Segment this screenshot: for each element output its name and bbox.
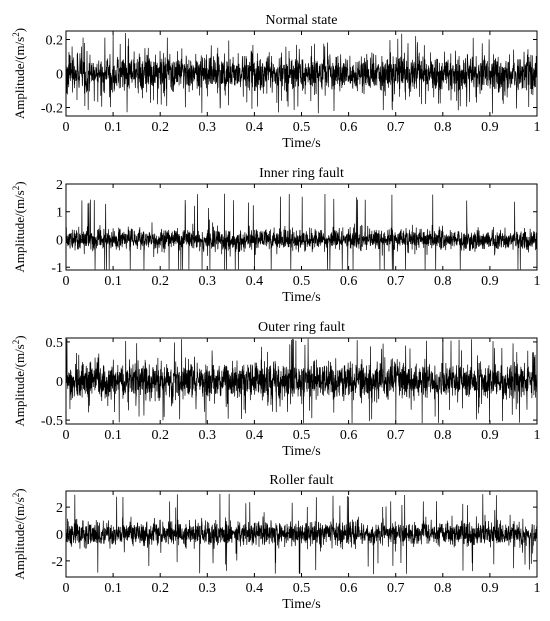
y-axis-label-close: ) (12, 335, 27, 339)
x-tick-label: 0.4 (246, 274, 264, 289)
y-axis-label-text: Amplitude/(m/s (12, 190, 27, 272)
chart-title: Inner ring fault (259, 166, 344, 181)
signal-line (65, 193, 538, 270)
x-tick-label: 0.6 (340, 274, 358, 289)
x-tick-label: 0.8 (434, 120, 452, 135)
y-tick-label: -2 (51, 555, 63, 570)
signal-line (65, 32, 538, 114)
y-axis-label: Amplitude/(m/s2) (11, 181, 27, 272)
x-axis-label: Time/s (282, 444, 320, 459)
x-tick-label: 0.2 (151, 581, 169, 596)
x-tick-label: 0.3 (199, 274, 217, 289)
x-tick-label: 0.9 (481, 274, 499, 289)
y-tick-label: 0 (56, 375, 63, 390)
x-tick-label: 0.6 (340, 120, 358, 135)
x-tick-label: 0.7 (387, 428, 405, 443)
y-axis-label-sup: 2 (11, 493, 21, 498)
y-axis-label-sup: 2 (11, 32, 21, 37)
x-tick-label: 0.5 (293, 581, 311, 596)
x-tick-label: 0.2 (151, 274, 169, 289)
x-tick-label: 1 (534, 120, 541, 135)
y-tick-label: 0 (56, 68, 63, 83)
x-tick-label: 1 (534, 274, 541, 289)
x-tick-label: 0.6 (340, 428, 358, 443)
x-tick-label: 0.7 (387, 274, 405, 289)
y-axis-label: Amplitude/(m/s2) (11, 335, 27, 426)
chart-panel-1: Normal state 0 0.1 0.2 0.3 0.4 0.5 0.6 0.7 0.8 0.9… (11, 13, 541, 151)
x-tick-label: 0.4 (246, 428, 264, 443)
x-tick-label: 0.4 (246, 120, 264, 135)
y-tick-label: 0.5 (46, 336, 64, 351)
x-tick-label: 0 (63, 120, 70, 135)
y-tick-label: 0.2 (46, 34, 64, 49)
y-axis-label-close: ) (12, 28, 27, 32)
x-tick-label: 0.9 (481, 581, 499, 596)
x-tick-label: 0 (63, 428, 70, 443)
x-tick-label: 0.8 (434, 581, 452, 596)
y-tick-label: 1 (56, 206, 63, 221)
y-axis-label-text: Amplitude/(m/s (12, 37, 27, 119)
y-tick-label: 2 (56, 501, 63, 516)
y-tick-label: 0 (56, 528, 63, 543)
chart-panel-3: Outer ring fault 0 0.1 0.2 0.3 0.4 0.5 0.6 0.7 0.… (11, 320, 541, 459)
x-tick-label: 0.6 (340, 581, 358, 596)
chart-title: Roller fault (269, 473, 333, 488)
y-axis-label-text: Amplitude/(m/s (12, 497, 27, 579)
y-axis-label: Amplitude/(m/s2) (11, 28, 27, 119)
x-tick-label: 0.3 (199, 428, 217, 443)
x-axis-label: Time/s (282, 597, 320, 612)
y-axis-label-close: ) (12, 488, 27, 492)
x-tick-label: 0.1 (104, 274, 122, 289)
y-tick-label: -0.5 (41, 414, 63, 429)
y-axis-label-sup: 2 (11, 340, 21, 345)
x-tick-label: 0.4 (246, 581, 264, 596)
x-tick-label: 0.5 (293, 428, 311, 443)
y-tick-label: 2 (56, 178, 63, 193)
x-axis-label: Time/s (282, 136, 320, 151)
y-axis-label-text: Amplitude/(m/s (12, 344, 27, 426)
x-tick-label: 0 (63, 274, 70, 289)
x-tick-label: 0.7 (387, 581, 405, 596)
chart-panel-2: Inner ring fault 0 0.1 0.2 0.3 0.4 0.5 0.6 0.7 0.… (11, 166, 541, 305)
x-tick-label: 0.3 (199, 120, 217, 135)
y-axis-label-sup: 2 (11, 186, 21, 191)
y-axis-label-close: ) (12, 181, 27, 185)
x-tick-label: 0.1 (104, 581, 122, 596)
x-tick-label: 0.1 (104, 428, 122, 443)
y-tick-label: -1 (51, 261, 63, 276)
y-tick-label: -0.2 (41, 102, 63, 117)
y-axis-label: Amplitude/(m/s2) (11, 488, 27, 579)
x-tick-label: 1 (534, 428, 541, 443)
x-tick-label: 0.8 (434, 274, 452, 289)
x-tick-label: 0.3 (199, 581, 217, 596)
x-tick-label: 1 (534, 581, 541, 596)
x-axis-label: Time/s (282, 290, 320, 305)
signal-line (65, 338, 538, 424)
y-tick-label: 0 (56, 233, 63, 248)
x-tick-label: 0.9 (481, 120, 499, 135)
x-tick-label: 0.7 (387, 120, 405, 135)
x-tick-label: 0 (63, 581, 70, 596)
x-tick-label: 0.2 (151, 428, 169, 443)
x-tick-label: 0.5 (293, 120, 311, 135)
chart-title: Outer ring fault (258, 320, 345, 335)
x-tick-label: 0.9 (481, 428, 499, 443)
signal-line (65, 493, 538, 575)
x-tick-label: 0.1 (104, 120, 122, 135)
chart-title: Normal state (266, 13, 338, 28)
x-tick-label: 0.2 (151, 120, 169, 135)
x-tick-label: 0.8 (434, 428, 452, 443)
chart-panel-4: Roller fault 0 0.1 0.2 0.3 0.4 0.5 0.6 0.7 0.8 0.9… (11, 473, 541, 612)
x-tick-label: 0.5 (293, 274, 311, 289)
